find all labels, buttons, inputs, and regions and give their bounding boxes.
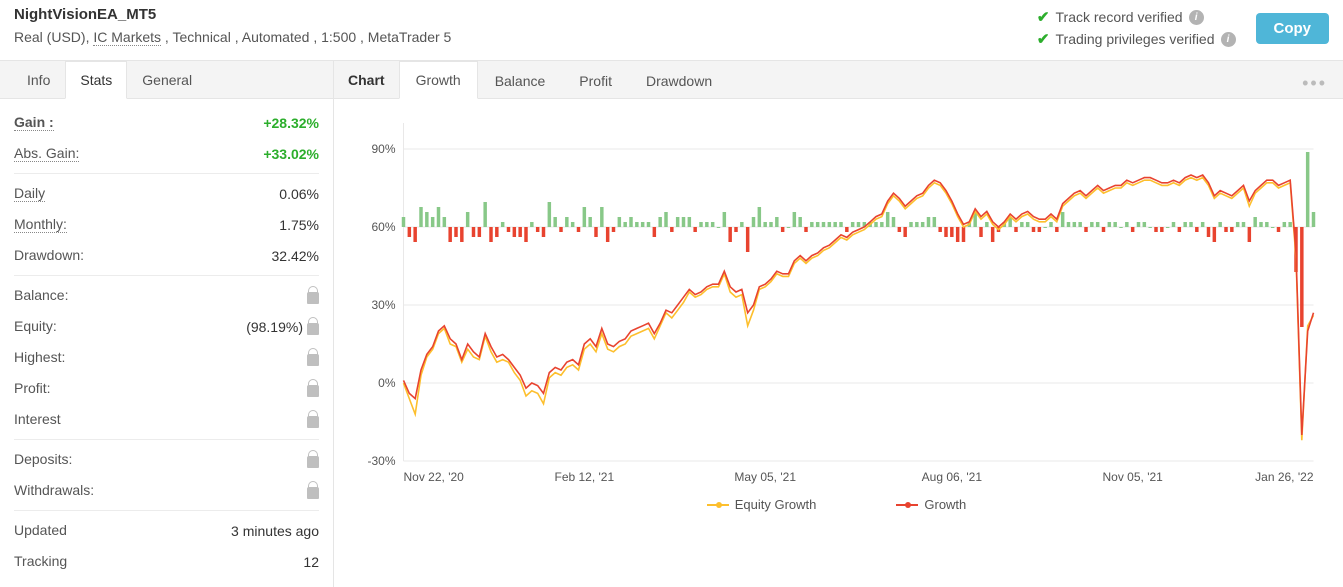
growth-chart: -30% 0% 30% 60% 90% Nov 22, '20 Feb 12, '21 May… bbox=[344, 117, 1329, 487]
verify-track-record: ✔ Track record verified i bbox=[1037, 6, 1236, 28]
chart-tab-growth[interactable]: Growth bbox=[399, 61, 478, 99]
check-icon: ✔ bbox=[1037, 30, 1050, 48]
info-icon[interactable]: i bbox=[1189, 10, 1204, 25]
info-icon[interactable]: i bbox=[1221, 32, 1236, 47]
lock-icon bbox=[307, 354, 319, 366]
stat-tracking: Tracking12 bbox=[14, 546, 319, 577]
stat-deposits: Deposits: bbox=[14, 444, 319, 475]
broker-link[interactable]: IC Markets bbox=[93, 29, 161, 46]
stat-drawdown: Drawdown:32.42% bbox=[14, 240, 319, 271]
svg-text:Nov 22, '20: Nov 22, '20 bbox=[404, 470, 465, 484]
svg-text:0%: 0% bbox=[378, 376, 396, 390]
verify-trading-privileges: ✔ Trading privileges verified i bbox=[1037, 28, 1236, 50]
svg-text:May 05, '21: May 05, '21 bbox=[734, 470, 796, 484]
chart-tab-balance[interactable]: Balance bbox=[478, 62, 563, 99]
chart-tab-drawdown[interactable]: Drawdown bbox=[629, 62, 729, 99]
strategy-title: NightVisionEA_MT5 bbox=[14, 6, 1017, 23]
tab-general[interactable]: General bbox=[127, 61, 207, 99]
legend-equity[interactable]: Equity Growth bbox=[707, 497, 817, 512]
stat-equity: Equity:(98.19%) bbox=[14, 311, 319, 342]
lock-icon bbox=[307, 456, 319, 468]
svg-text:90%: 90% bbox=[371, 142, 395, 156]
svg-text:-30%: -30% bbox=[367, 454, 395, 468]
chart-label: Chart bbox=[348, 62, 399, 98]
svg-text:Jan 26, '22: Jan 26, '22 bbox=[1255, 470, 1314, 484]
sidebar-tabs: Info Stats General bbox=[0, 61, 333, 99]
stat-profit: Profit: bbox=[14, 373, 319, 404]
svg-text:Aug 06, '21: Aug 06, '21 bbox=[922, 470, 983, 484]
more-icon[interactable]: ••• bbox=[1302, 73, 1327, 94]
check-icon: ✔ bbox=[1037, 8, 1050, 26]
stat-monthly: Monthly:1.75% bbox=[14, 209, 319, 240]
chart-tab-profit[interactable]: Profit bbox=[562, 62, 629, 99]
tab-info[interactable]: Info bbox=[12, 61, 65, 99]
stat-interest: Interest bbox=[14, 404, 319, 435]
svg-text:Nov 05, '21: Nov 05, '21 bbox=[1103, 470, 1164, 484]
stat-withdrawals: Withdrawals: bbox=[14, 475, 319, 506]
stat-balance: Balance: bbox=[14, 280, 319, 311]
lock-icon bbox=[307, 292, 319, 304]
stat-highest: Highest: bbox=[14, 342, 319, 373]
strategy-meta: Real (USD), IC Markets , Technical , Aut… bbox=[14, 29, 1017, 45]
lock-icon bbox=[307, 487, 319, 499]
stat-daily: Daily0.06% bbox=[14, 178, 319, 209]
tab-stats[interactable]: Stats bbox=[65, 61, 127, 99]
lock-icon bbox=[307, 323, 319, 335]
copy-button[interactable]: Copy bbox=[1256, 13, 1330, 44]
lock-icon bbox=[307, 385, 319, 397]
legend-growth[interactable]: Growth bbox=[896, 497, 966, 512]
svg-text:60%: 60% bbox=[371, 220, 395, 234]
stat-absgain: Abs. Gain: +33.02% bbox=[14, 138, 319, 169]
svg-text:30%: 30% bbox=[371, 298, 395, 312]
stat-updated: Updated3 minutes ago bbox=[14, 515, 319, 546]
svg-text:Feb 12, '21: Feb 12, '21 bbox=[554, 470, 614, 484]
lock-icon bbox=[307, 416, 319, 428]
stat-gain: Gain : +28.32% bbox=[14, 107, 319, 138]
